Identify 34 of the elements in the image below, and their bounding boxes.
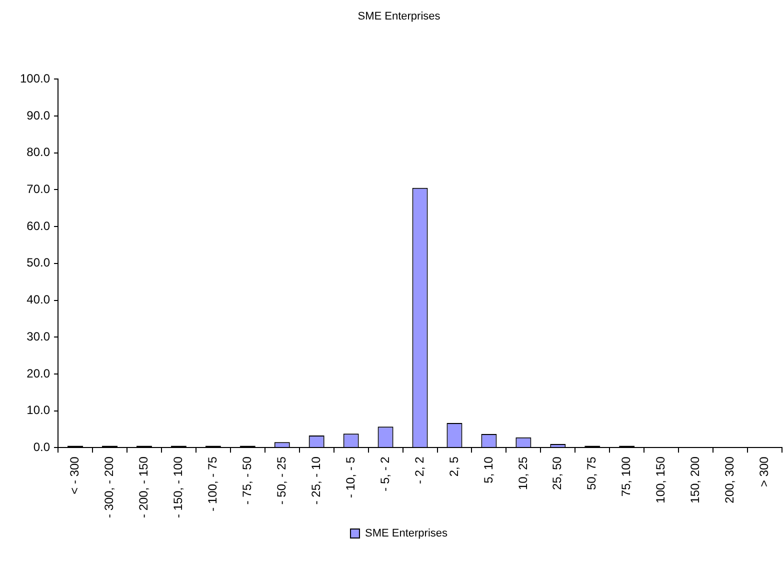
x-tick-label: - 200, - 150	[136, 456, 151, 518]
x-tick-label: 25, 50	[550, 456, 564, 490]
x-tick-label: 50, 75	[584, 456, 599, 490]
x-tick-label: - 75, - 50	[240, 456, 254, 505]
x-tick-label: - 150, - 100	[171, 456, 186, 518]
y-tick-label: 100.0	[20, 72, 50, 86]
y-tick-label: 60.0	[26, 218, 50, 233]
y-tick-label: 70.0	[26, 182, 50, 196]
x-tick-label: 75, 100	[619, 456, 634, 497]
y-tick-label: 80.0	[26, 145, 50, 160]
chart-title: SME Enterprises	[358, 10, 441, 23]
x-tick-label: - 25, - 10	[308, 456, 323, 505]
x-tick-label: > 300	[757, 456, 772, 488]
y-tick-label: 20.0	[26, 366, 50, 380]
y-tick-label: 90.0	[26, 108, 50, 122]
y-tick-label: 40.0	[26, 292, 50, 307]
x-tick-label: 10, 25	[516, 456, 530, 490]
x-tick-label: - 100, - 75	[205, 456, 220, 512]
y-tick-label: 0.0	[33, 440, 50, 454]
x-tick-label: 2, 5	[446, 456, 461, 477]
x-tick-label: 200, 300	[722, 456, 737, 504]
x-tick-label: - 300, - 200	[102, 456, 116, 518]
x-tick-label: - 5, - 2	[378, 456, 392, 492]
x-tick-label: 100, 150	[654, 456, 668, 504]
y-tick-label: 50.0	[26, 256, 50, 270]
x-tick-label: 150, 200	[688, 456, 702, 504]
x-tick-label: < - 300	[68, 456, 82, 494]
legend-label: SME Enterprises	[364, 528, 448, 540]
x-tick-label: - 50, - 25	[274, 456, 288, 505]
y-tick-label: 10.0	[26, 403, 50, 418]
x-tick-label: - 2, 2	[412, 456, 426, 484]
y-tick-label: 30.0	[26, 329, 50, 344]
x-tick-label: 5, 10	[481, 456, 496, 484]
x-tick-label: - 10, - 5	[343, 456, 358, 498]
